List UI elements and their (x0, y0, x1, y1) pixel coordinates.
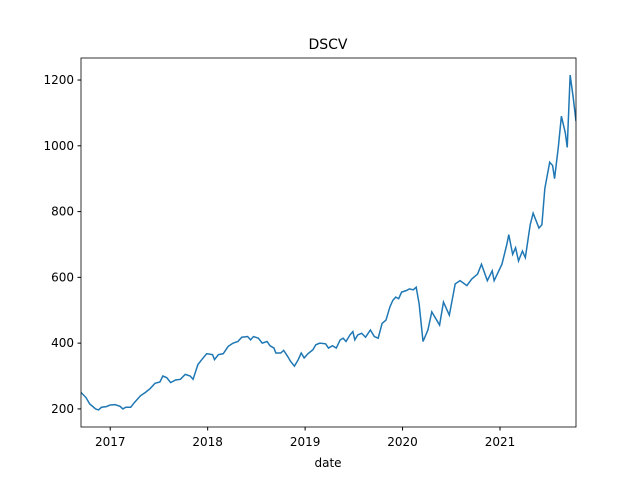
chart-title: DSCV (308, 37, 347, 53)
y-tick-label: 800 (51, 205, 74, 219)
x-tick-label: 2019 (290, 435, 321, 449)
x-tick-label: 2021 (485, 435, 516, 449)
x-tick-label: 2020 (387, 435, 418, 449)
axes-frame (80, 57, 577, 428)
y-tick-label: 600 (51, 270, 74, 284)
x-tick-label: 2017 (95, 435, 126, 449)
x-axis-label: date (314, 456, 341, 470)
y-tick-label: 400 (51, 336, 74, 350)
line-series (81, 74, 576, 411)
y-tick-label: 1200 (43, 73, 74, 87)
y-tick-label: 1000 (43, 139, 74, 153)
y-tick-label: 200 (51, 402, 74, 416)
x-tick-label: 2018 (192, 435, 223, 449)
